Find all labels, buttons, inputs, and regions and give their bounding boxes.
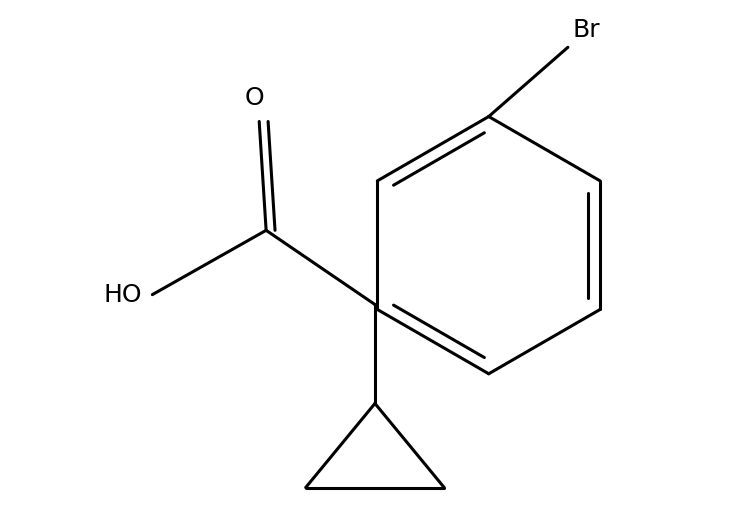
Text: O: O [244, 86, 264, 110]
Text: Br: Br [573, 18, 600, 42]
Text: HO: HO [104, 283, 143, 307]
